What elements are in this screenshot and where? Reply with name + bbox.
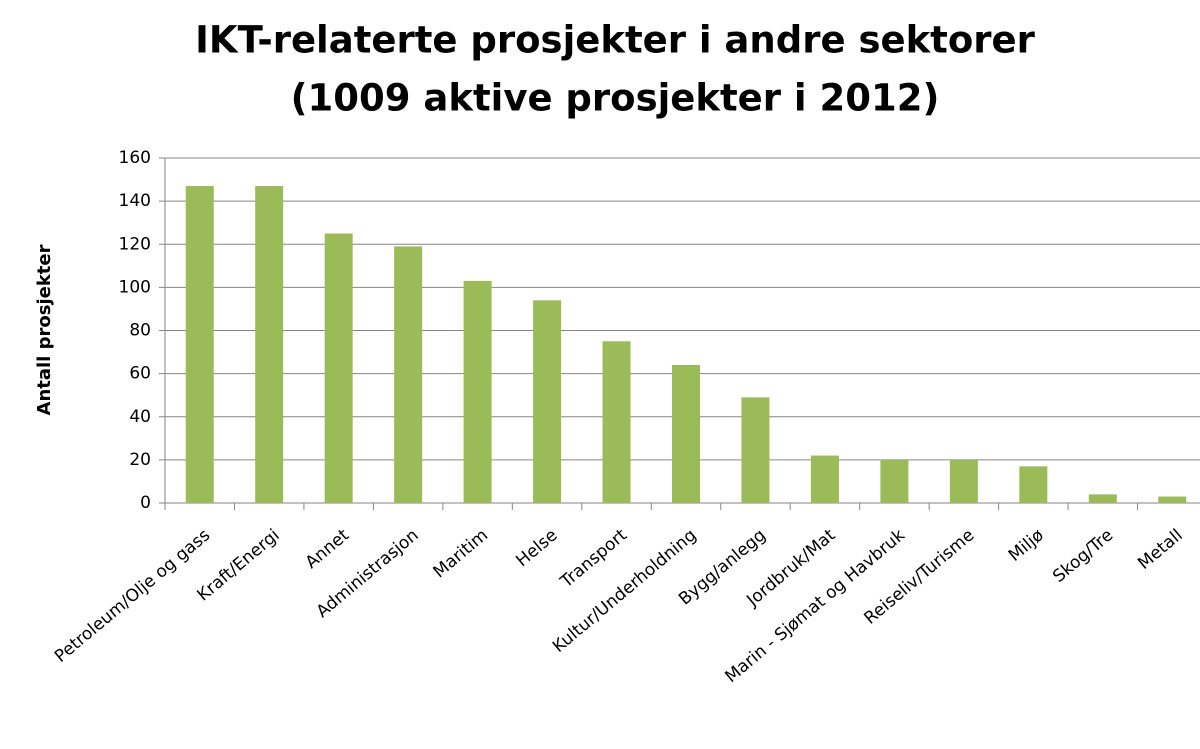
y-axis-label: Antall prosjekter: [34, 244, 55, 415]
bar: [324, 233, 353, 503]
x-tick-label: Helse: [512, 525, 561, 571]
bar: [533, 300, 562, 503]
x-tick-label: Maritim: [430, 525, 492, 582]
x-tick-label: Metall: [1134, 525, 1186, 574]
y-tick-label: 100: [119, 277, 151, 297]
bar: [880, 459, 909, 503]
bar: [602, 341, 631, 503]
bar: [1158, 496, 1187, 503]
y-tick-label: 40: [129, 407, 151, 427]
bar: [463, 280, 492, 503]
bar: [672, 365, 700, 503]
bar: [741, 397, 770, 503]
chart-title: IKT-relaterte prosjekter i andre sektore…: [195, 19, 1035, 62]
y-tick-label: 60: [129, 364, 151, 384]
x-tick-label: Miljø: [1005, 525, 1048, 566]
bar: [810, 455, 839, 503]
bar: [255, 186, 284, 503]
x-tick-label: Skog/Tre: [1049, 525, 1117, 587]
y-tick-label: 20: [129, 450, 151, 470]
y-tick-label: 160: [119, 148, 151, 168]
chart-subtitle: (1009 aktive prosjekter i 2012): [291, 77, 940, 120]
y-tick-label: 80: [129, 321, 151, 341]
bar: [949, 459, 978, 503]
bar: [394, 246, 423, 503]
bar: [185, 186, 214, 503]
y-tick-label: 140: [119, 191, 151, 211]
bar: [1019, 466, 1048, 503]
bar: [1088, 494, 1117, 503]
y-tick-label: 0: [140, 493, 151, 513]
y-tick-label: 120: [119, 234, 151, 254]
x-tick-label: Petroleum/Olje og gass: [51, 525, 214, 667]
x-tick-label: Annet: [302, 525, 354, 573]
